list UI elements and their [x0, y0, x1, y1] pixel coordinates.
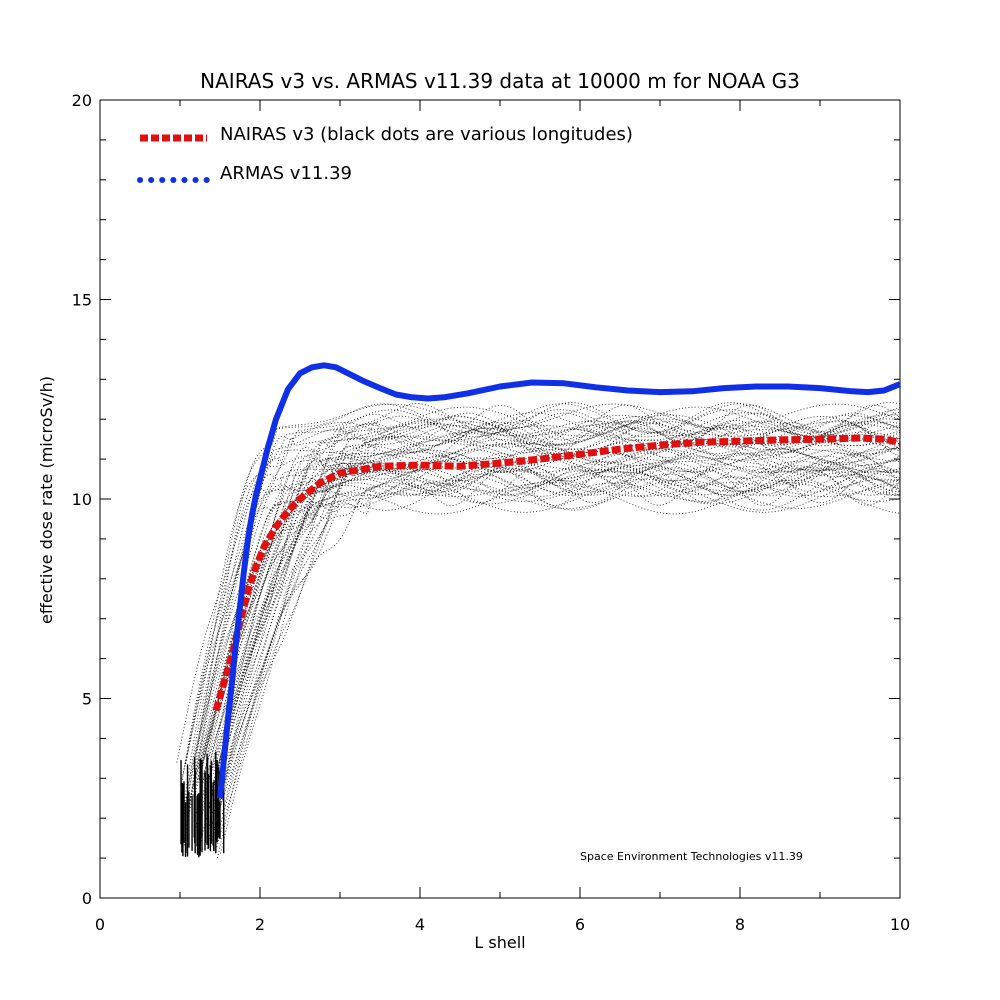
longitude-curve — [212, 425, 901, 775]
longitude-curve — [208, 421, 901, 807]
longitude-curve — [218, 470, 901, 784]
longitude-curve — [194, 412, 901, 834]
nairas-series-line — [212, 434, 901, 712]
longitude-curve — [199, 448, 900, 779]
legend-label-armas: ARMAS v11.39 — [220, 163, 352, 184]
longitude-scatter — [176, 402, 901, 859]
longitude-curve — [216, 422, 901, 773]
longitude-curve — [206, 452, 901, 756]
series-lines — [212, 362, 902, 799]
legend: NAIRAS v3 (black dots are various longit… — [137, 124, 633, 184]
x-tick-label: 0 — [95, 915, 105, 934]
longitude-curve — [218, 476, 901, 810]
y-tick-label: 5 — [82, 690, 92, 709]
longitude-curve — [203, 482, 901, 796]
longitude-curve — [192, 478, 901, 787]
longitude-curve — [197, 466, 901, 828]
credit-text: Space Environment Technologies v11.39 — [580, 850, 803, 863]
chart-title: NAIRAS v3 vs. ARMAS v11.39 data at 10000… — [200, 69, 800, 93]
longitude-curve — [218, 460, 901, 793]
legend-label-nairas: NAIRAS v3 (black dots are various longit… — [220, 124, 633, 145]
longitude-curve — [187, 469, 901, 811]
x-tick-label: 2 — [255, 915, 265, 934]
axis-ticks: 0 2 4 6 8 10 0 5 10 15 20 — [72, 91, 911, 934]
x-tick-label: 10 — [890, 915, 910, 934]
longitude-curve — [181, 424, 901, 780]
y-tick-label: 15 — [72, 291, 92, 310]
longitude-curve — [199, 482, 901, 845]
longitude-curve — [187, 412, 901, 824]
longitude-curve — [218, 420, 901, 777]
longitude-curve — [223, 427, 901, 786]
longitude-curve — [184, 409, 901, 765]
longitude-curve — [185, 453, 901, 764]
longitude-curve — [181, 442, 901, 830]
longitude-curve — [200, 439, 901, 805]
x-tick-label: 8 — [735, 915, 745, 934]
y-axis-label: effective dose rate (microSv/h) — [37, 376, 56, 624]
longitude-curve — [196, 471, 901, 784]
armas-series-line — [217, 362, 902, 799]
longitude-curve — [185, 451, 901, 829]
x-axis-label: L shell — [474, 933, 525, 952]
y-tick-label: 20 — [72, 91, 92, 110]
longitude-curve — [195, 479, 901, 793]
y-tick-label: 0 — [82, 889, 92, 908]
x-tick-label: 4 — [415, 915, 425, 934]
longitude-curve — [194, 439, 901, 817]
longitude-curve — [206, 402, 901, 849]
x-tick-label: 6 — [575, 915, 585, 934]
longitude-curve — [213, 421, 901, 837]
y-tick-label: 10 — [72, 490, 92, 509]
longitude-curve — [182, 403, 901, 814]
longitude-curve — [212, 448, 901, 771]
longitude-curve — [219, 415, 901, 802]
